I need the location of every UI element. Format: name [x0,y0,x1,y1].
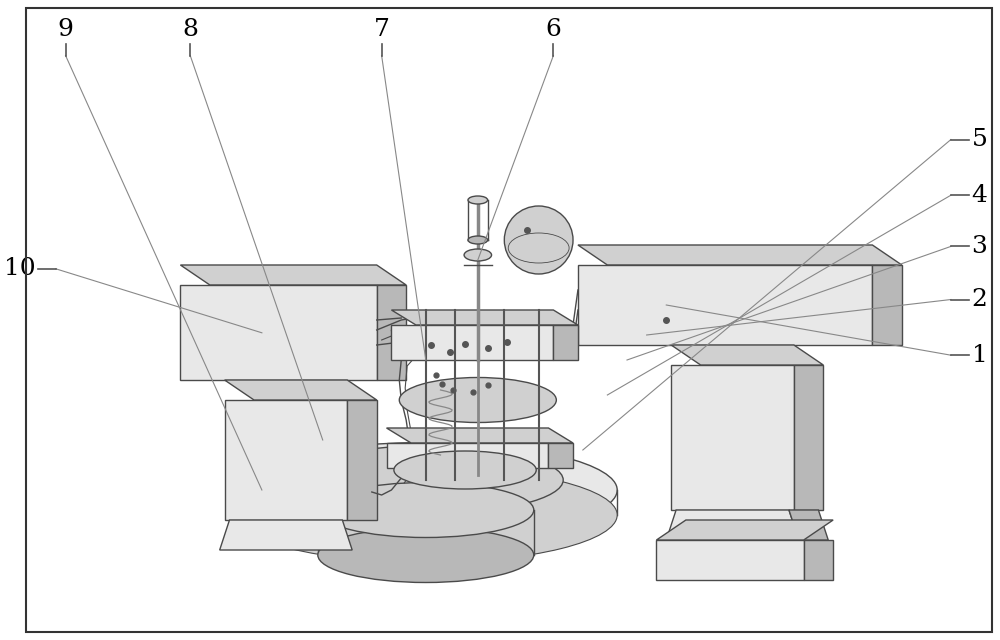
Polygon shape [180,265,406,285]
Polygon shape [794,365,823,510]
Polygon shape [656,540,804,580]
Text: 9: 9 [58,17,74,40]
Ellipse shape [399,378,556,422]
Polygon shape [391,310,578,325]
Polygon shape [872,265,902,345]
Text: 6: 6 [545,17,561,40]
Text: 10: 10 [4,257,35,280]
Text: 5: 5 [972,128,987,151]
Polygon shape [377,285,406,380]
Text: 2: 2 [972,288,987,311]
Polygon shape [391,325,553,360]
Ellipse shape [234,467,617,563]
Ellipse shape [318,527,534,582]
Polygon shape [553,325,578,360]
Polygon shape [347,400,377,520]
Ellipse shape [464,249,492,261]
Ellipse shape [288,446,563,514]
Polygon shape [666,510,799,540]
Polygon shape [180,285,377,380]
Polygon shape [225,400,347,520]
Polygon shape [578,265,872,345]
Polygon shape [387,443,548,468]
Polygon shape [387,428,573,443]
Polygon shape [578,245,902,265]
Ellipse shape [504,206,573,274]
Ellipse shape [234,442,617,538]
Polygon shape [671,345,823,365]
Ellipse shape [468,236,488,244]
Polygon shape [225,380,377,400]
Polygon shape [804,540,833,580]
Text: 1: 1 [972,344,987,367]
Polygon shape [220,520,352,550]
Ellipse shape [468,196,488,204]
Polygon shape [656,520,833,540]
Text: 7: 7 [374,17,390,40]
Text: 3: 3 [972,235,987,258]
Ellipse shape [394,451,536,489]
Polygon shape [789,510,828,540]
Polygon shape [548,443,573,468]
Ellipse shape [318,483,534,538]
Text: 8: 8 [182,17,198,40]
Text: 4: 4 [972,184,987,207]
Polygon shape [671,365,794,510]
